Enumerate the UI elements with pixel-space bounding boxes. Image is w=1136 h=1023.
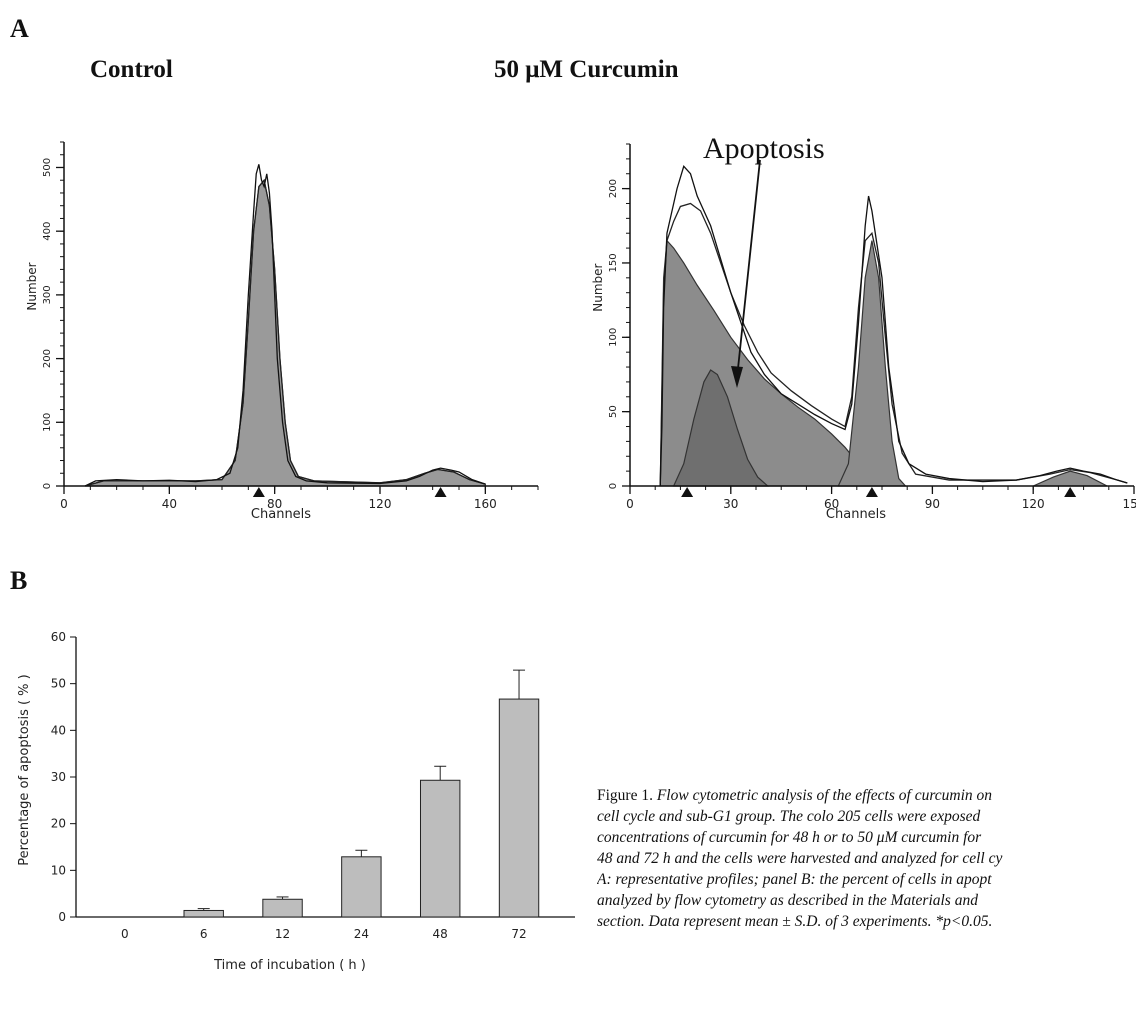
y-tick-label: 0 xyxy=(608,483,619,489)
panel-b-label: B xyxy=(10,566,28,595)
x-tick-label: 24 xyxy=(354,927,369,941)
x-tick-label: 6 xyxy=(200,927,208,941)
bar-24h xyxy=(341,856,382,918)
x-tick-label: 150 xyxy=(1123,497,1136,511)
y-tick-label: 40 xyxy=(51,723,66,737)
histogram-line xyxy=(659,165,1128,487)
peak-marker xyxy=(434,487,447,497)
y-tick-label: 100 xyxy=(608,328,619,347)
x-tick-label: 120 xyxy=(369,497,392,511)
x-tick-label: 30 xyxy=(723,497,738,511)
x-tick-label: 48 xyxy=(433,927,448,941)
y-tick-label: 50 xyxy=(51,677,66,691)
caption-line-7: section. Data represent mean ± S.D. of 3… xyxy=(597,913,993,930)
y-tick-label: 0 xyxy=(58,910,66,924)
figure-caption: Figure 1. Flow cytometric analysis of th… xyxy=(597,785,1136,932)
apoptosis-bar-chart: 0 10 20 30 40 50 60 0 6 12 24 48 72 Time of incubatio… xyxy=(17,630,575,973)
y-tick-label: 0 xyxy=(42,483,53,489)
x-tick-label: 80 xyxy=(267,497,282,511)
y-tick-label: 200 xyxy=(42,349,53,368)
y-tick-label: 150 xyxy=(608,253,619,272)
y-axis-label: Number xyxy=(591,263,605,311)
caption-line-3: concentrations of curcumin for 48 h or t… xyxy=(597,829,982,846)
x-tick-label: 72 xyxy=(511,927,526,941)
apoptosis-annotation: Apoptosis xyxy=(703,132,825,165)
caption-label: Figure 1. xyxy=(597,787,653,804)
caption-line-5: A: representative profiles; panel B: the… xyxy=(597,871,992,888)
fit-curve xyxy=(659,202,1128,487)
control-histogram: 0 100 200 300 400 500 0 40 80 120 160 Channels Numbe… xyxy=(25,141,539,522)
y-tick-label: 30 xyxy=(51,770,66,784)
bar-72h xyxy=(498,698,540,918)
y-tick-label: 50 xyxy=(608,405,619,418)
x-tick-label: 12 xyxy=(275,927,290,941)
bar-6h xyxy=(183,909,224,918)
x-tick-label: 120 xyxy=(1022,497,1045,511)
x-tick-label: 0 xyxy=(60,497,68,511)
y-axis-label: Number xyxy=(25,262,39,310)
bar-48h xyxy=(419,779,461,918)
x-axis-label: Time of incubation ( h ) xyxy=(213,958,366,973)
y-tick-label: 300 xyxy=(42,285,53,304)
y-tick-label: 500 xyxy=(42,158,53,177)
caption-line-2: cell cycle and sub-G1 group. The colo 20… xyxy=(597,808,981,825)
caption-line-6: analyzed by flow cytometry as described … xyxy=(597,892,978,909)
peak-marker xyxy=(1064,487,1077,497)
y-tick-label: 10 xyxy=(51,863,66,877)
peak-marker xyxy=(252,487,265,497)
apoptosis-arrow-line xyxy=(736,159,761,379)
curcumin-histogram: 0 50 100 150 200 0 30 60 90 120 150 Channels Number xyxy=(591,143,1136,522)
x-axis-label: Channels xyxy=(251,507,311,522)
subg1-peak-area xyxy=(672,369,770,487)
peak-marker xyxy=(865,487,878,497)
control-title: Control xyxy=(90,56,173,83)
x-tick-label: 0 xyxy=(121,927,129,941)
apoptosis-arrow-head xyxy=(731,366,743,388)
g2-peak-area xyxy=(837,240,907,487)
panel-a-label: A xyxy=(10,14,29,43)
y-axis-label: Percentage of apoptosis ( % ) xyxy=(17,674,32,865)
caption-line-4: 48 and 72 h and the cells were harvested… xyxy=(597,850,1003,867)
bar-12h xyxy=(262,898,303,918)
x-tick-label: 160 xyxy=(474,497,497,511)
peak-marker xyxy=(681,487,694,497)
x-tick-label: 90 xyxy=(925,497,940,511)
y-tick-label: 200 xyxy=(608,179,619,198)
x-tick-label: 60 xyxy=(824,497,839,511)
histogram-line xyxy=(84,164,486,487)
curcumin-title: 50 μM Curcumin xyxy=(494,56,679,83)
caption-line-1: Flow cytometric analysis of the effects … xyxy=(656,787,993,804)
y-tick-label: 60 xyxy=(51,630,66,644)
x-tick-label: 0 xyxy=(626,497,634,511)
y-tick-label: 20 xyxy=(51,817,66,831)
x-tick-label: 40 xyxy=(162,497,177,511)
y-tick-label: 400 xyxy=(42,222,53,241)
x-axis-label: Channels xyxy=(826,507,886,522)
y-tick-label: 100 xyxy=(42,413,53,432)
